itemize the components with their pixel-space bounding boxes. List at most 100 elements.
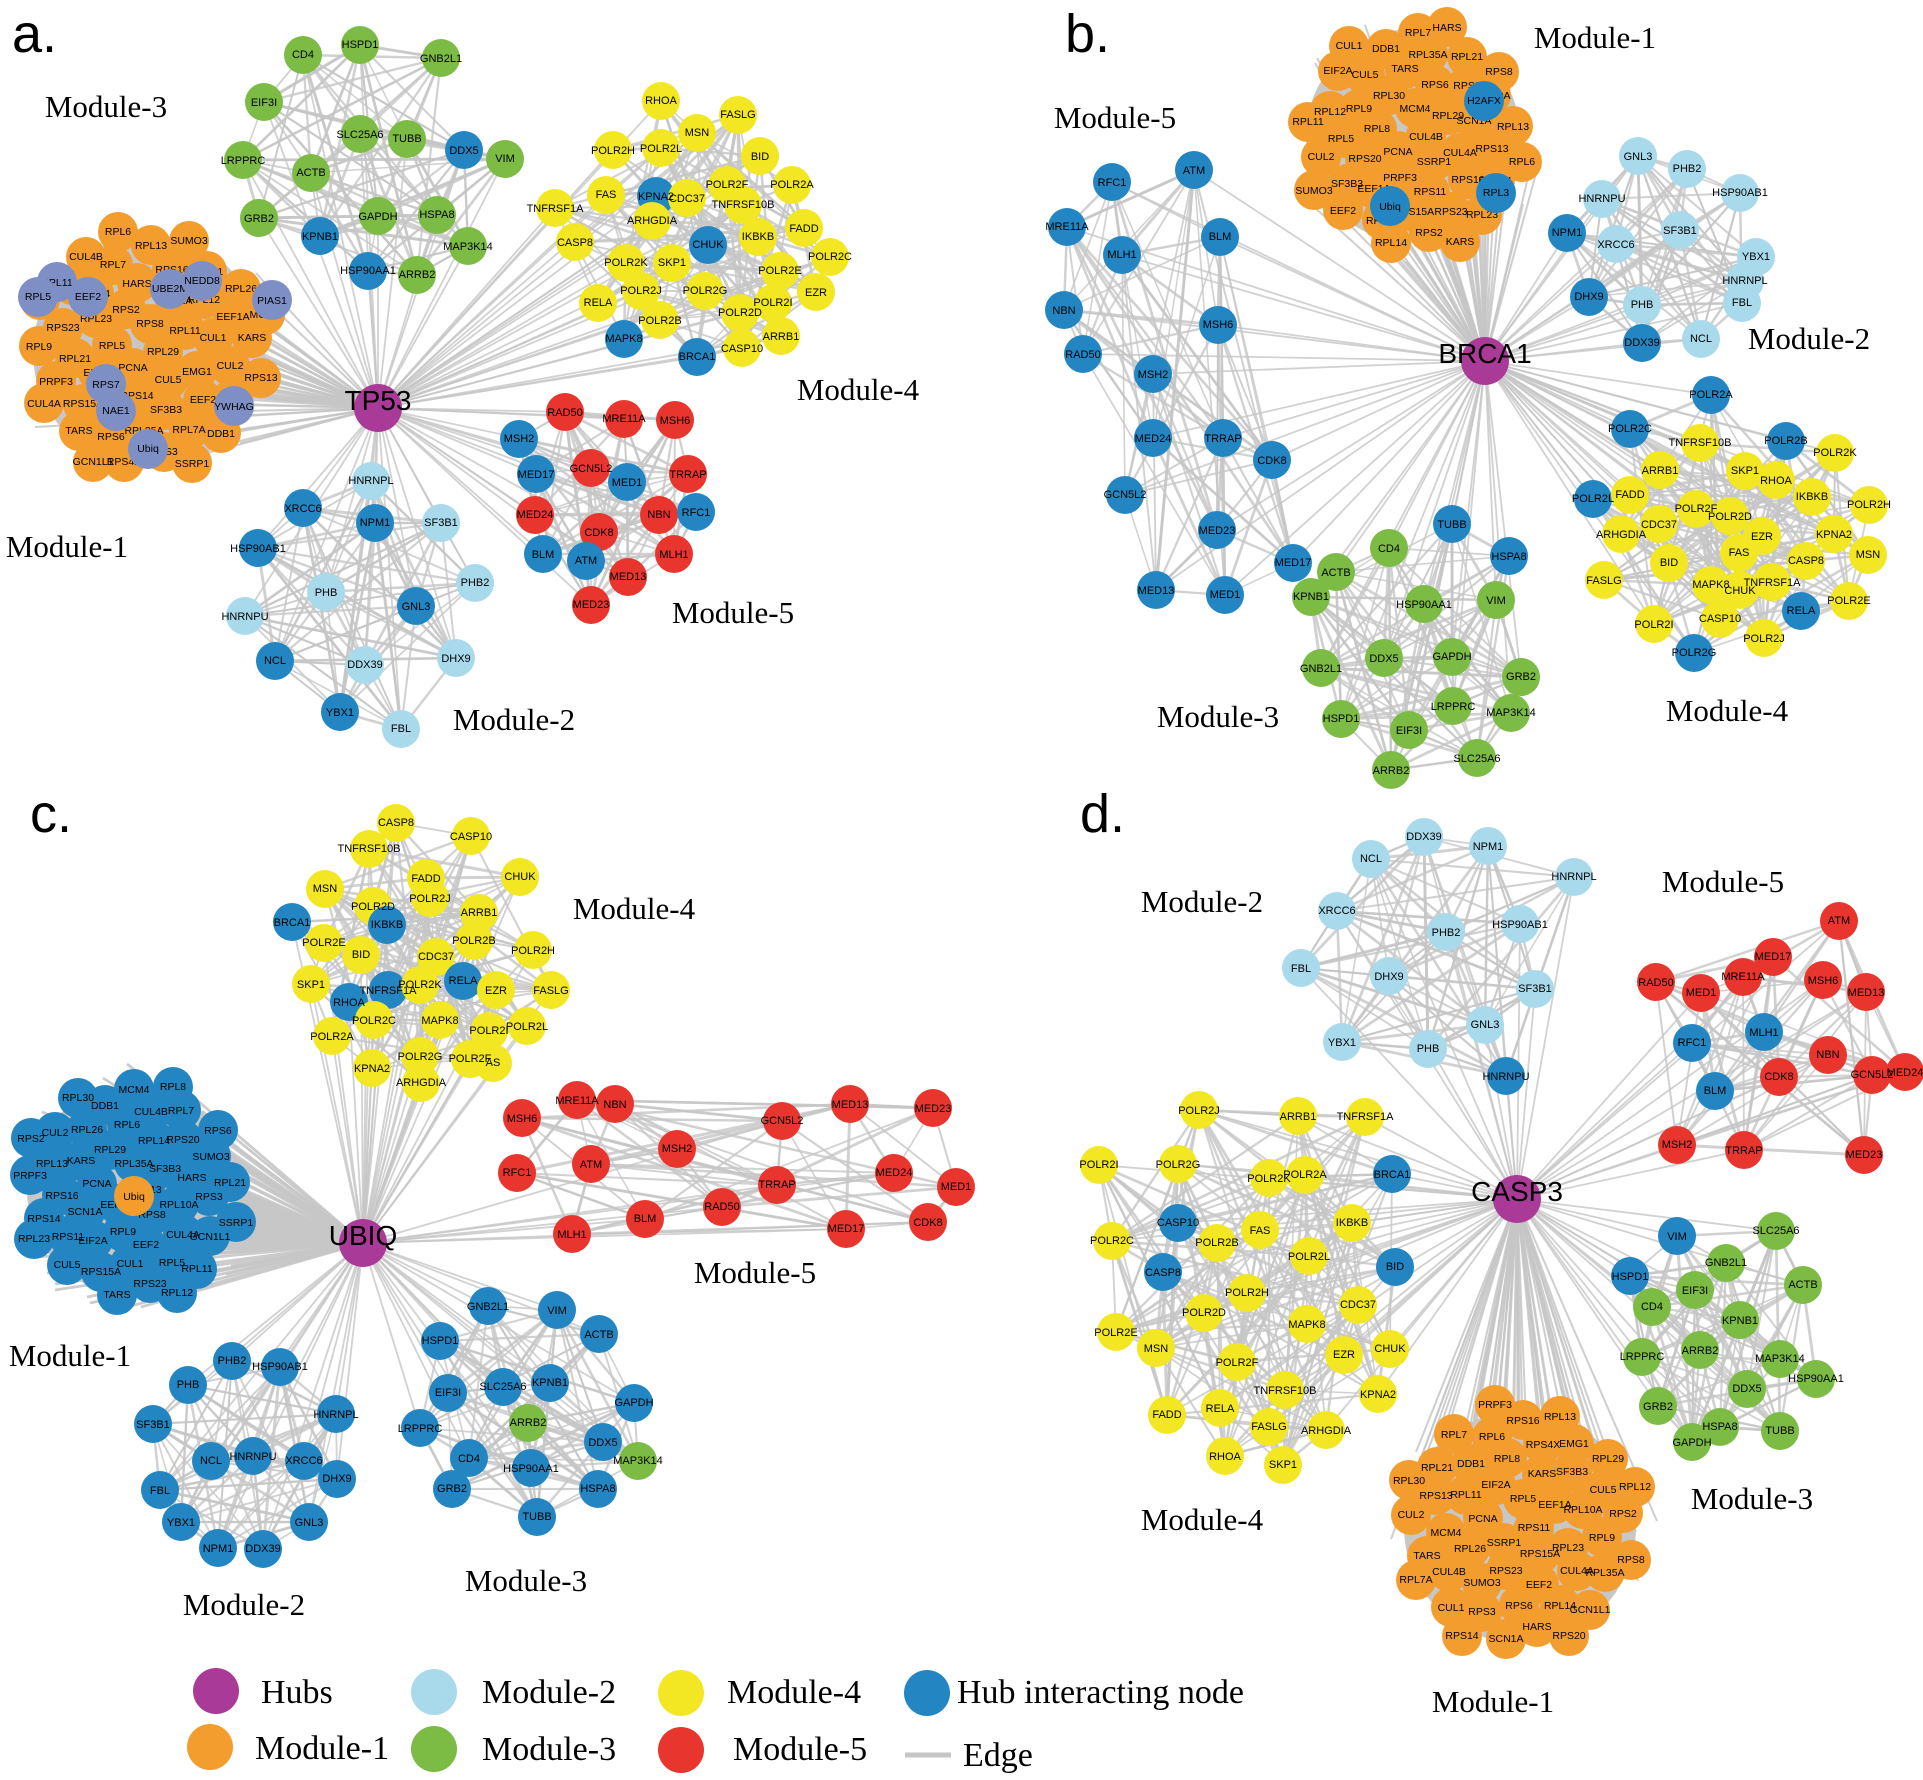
svg-text:RPS15A: RPS15A (63, 398, 103, 410)
svg-text:TRRAP: TRRAP (1725, 1145, 1762, 1157)
svg-text:CD4: CD4 (292, 49, 314, 61)
svg-text:POLR2B: POLR2B (1195, 1237, 1238, 1249)
svg-text:CDC37: CDC37 (669, 193, 705, 205)
svg-text:DDB1: DDB1 (1372, 43, 1400, 55)
svg-text:RFC1: RFC1 (1098, 177, 1127, 189)
svg-text:RELA: RELA (1206, 1403, 1235, 1415)
svg-text:NBN: NBN (647, 509, 670, 521)
svg-text:PHB2: PHB2 (461, 577, 490, 589)
svg-text:RPL26: RPL26 (71, 1124, 103, 1136)
svg-text:EIF2A: EIF2A (1481, 1479, 1510, 1491)
svg-text:TNFRSF10B: TNFRSF10B (1254, 1385, 1317, 1397)
svg-text:PCNA: PCNA (118, 362, 147, 374)
svg-text:MED17: MED17 (1755, 951, 1792, 963)
svg-text:RPL8: RPL8 (1494, 1453, 1520, 1465)
svg-text:HSPD1: HSPD1 (1323, 713, 1360, 725)
svg-text:BID: BID (751, 151, 769, 163)
svg-text:CASP8: CASP8 (378, 817, 414, 829)
svg-text:CUL5: CUL5 (54, 1259, 81, 1271)
svg-text:SKP1: SKP1 (658, 257, 686, 269)
svg-text:HSPA8: HSPA8 (419, 209, 454, 221)
svg-text:RPS3: RPS3 (195, 1191, 223, 1203)
svg-text:CUL4B: CUL4B (1432, 1566, 1466, 1578)
svg-text:RPL30: RPL30 (1393, 1475, 1425, 1487)
svg-text:PHB: PHB (315, 587, 338, 599)
svg-text:RPS2: RPS2 (1609, 1508, 1637, 1520)
svg-text:EZR: EZR (805, 287, 827, 299)
svg-text:POLR2C: POLR2C (352, 1015, 396, 1027)
svg-text:DHX9: DHX9 (441, 653, 470, 665)
svg-text:MAPK8: MAPK8 (421, 1015, 458, 1027)
svg-text:VIM: VIM (495, 153, 515, 165)
svg-text:MED24: MED24 (1135, 433, 1172, 445)
svg-text:TNFRSF10B: TNFRSF10B (338, 843, 401, 855)
svg-text:POLR2D: POLR2D (1708, 511, 1752, 523)
svg-text:CUL2: CUL2 (42, 1127, 69, 1139)
svg-text:VIM: VIM (547, 1305, 567, 1317)
svg-text:RPS2: RPS2 (17, 1133, 45, 1145)
svg-text:PHB2: PHB2 (218, 1355, 247, 1367)
svg-text:RPS16: RPS16 (45, 1190, 78, 1202)
svg-text:LRPPRC: LRPPRC (1620, 1351, 1665, 1363)
svg-text:RPL7: RPL7 (100, 259, 126, 271)
svg-text:FASLG: FASLG (1251, 1421, 1286, 1433)
svg-text:DDX39: DDX39 (1406, 831, 1441, 843)
svg-text:MED24: MED24 (1887, 1067, 1923, 1079)
svg-text:TRRAP: TRRAP (758, 1179, 795, 1191)
svg-text:NPM1: NPM1 (1552, 227, 1583, 239)
svg-text:SSRP1: SSRP1 (175, 458, 210, 470)
svg-text:XRCC6: XRCC6 (285, 1455, 322, 1467)
svg-text:NCL: NCL (200, 1455, 222, 1467)
svg-text:CDC37: CDC37 (1641, 519, 1677, 531)
svg-text:MSH2: MSH2 (504, 433, 535, 445)
svg-text:SUMO3: SUMO3 (1463, 1577, 1501, 1589)
svg-text:MSN: MSN (313, 883, 338, 895)
svg-text:AS: AS (486, 1057, 501, 1069)
svg-text:RPL10A: RPL10A (1563, 1504, 1602, 1516)
svg-text:SF3B3: SF3B3 (1331, 178, 1363, 190)
svg-text:RPL21: RPL21 (214, 1177, 246, 1189)
svg-text:ATM: ATM (1828, 915, 1850, 927)
svg-text:ACTB: ACTB (296, 167, 325, 179)
svg-text:POLR2E: POLR2E (758, 265, 801, 277)
svg-text:EZR: EZR (1333, 1349, 1355, 1361)
svg-text:DDB1: DDB1 (207, 428, 235, 440)
svg-text:RPL29: RPL29 (1592, 1453, 1624, 1465)
svg-text:CUL5: CUL5 (1590, 1484, 1617, 1496)
svg-text:RPS13: RPS13 (1475, 143, 1508, 155)
svg-text:MED23: MED23 (915, 1103, 952, 1115)
svg-text:FADD: FADD (1152, 1409, 1181, 1421)
svg-text:KARS: KARS (238, 332, 267, 344)
svg-text:ARRB1: ARRB1 (1280, 1111, 1317, 1123)
svg-text:FBL: FBL (391, 723, 411, 735)
svg-text:DDB1: DDB1 (91, 1100, 119, 1112)
svg-text:CUL1: CUL1 (200, 332, 227, 344)
svg-text:KPNB1: KPNB1 (302, 231, 338, 243)
svg-text:POLR2J: POLR2J (1178, 1105, 1220, 1117)
svg-text:POLR2H: POLR2H (1225, 1287, 1269, 1299)
svg-text:FADD: FADD (1615, 489, 1644, 501)
svg-text:PIAS1: PIAS1 (257, 295, 287, 307)
svg-text:POLR2G: POLR2G (1672, 647, 1717, 659)
svg-text:POLR2K: POLR2K (398, 979, 442, 991)
svg-text:GRB2: GRB2 (244, 213, 274, 225)
svg-text:RPS11: RPS11 (1518, 1522, 1551, 1534)
svg-text:Module-1: Module-1 (1534, 20, 1656, 55)
svg-text:HSP90AB1: HSP90AB1 (1492, 919, 1548, 931)
svg-text:TNFRSF1A: TNFRSF1A (1744, 577, 1802, 589)
svg-text:CASP10: CASP10 (1157, 1217, 1199, 1229)
svg-text:BRCA1: BRCA1 (1374, 1169, 1411, 1181)
svg-text:a.: a. (12, 4, 57, 64)
svg-text:RPS6: RPS6 (97, 431, 125, 443)
svg-text:SF3B1: SF3B1 (1518, 983, 1552, 995)
svg-text:Ubiq: Ubiq (123, 1191, 145, 1203)
svg-text:POLR2G: POLR2G (683, 285, 728, 297)
svg-text:POLR2G: POLR2G (398, 1051, 443, 1063)
svg-text:ACTB: ACTB (1321, 567, 1350, 579)
svg-text:RPL9: RPL9 (26, 341, 52, 353)
svg-text:RPL11: RPL11 (181, 1263, 212, 1275)
svg-text:PHB: PHB (1417, 1043, 1440, 1055)
svg-text:KARS: KARS (1446, 236, 1475, 248)
svg-text:KARS: KARS (1528, 1468, 1557, 1480)
svg-text:GNB2L1: GNB2L1 (467, 1301, 509, 1313)
